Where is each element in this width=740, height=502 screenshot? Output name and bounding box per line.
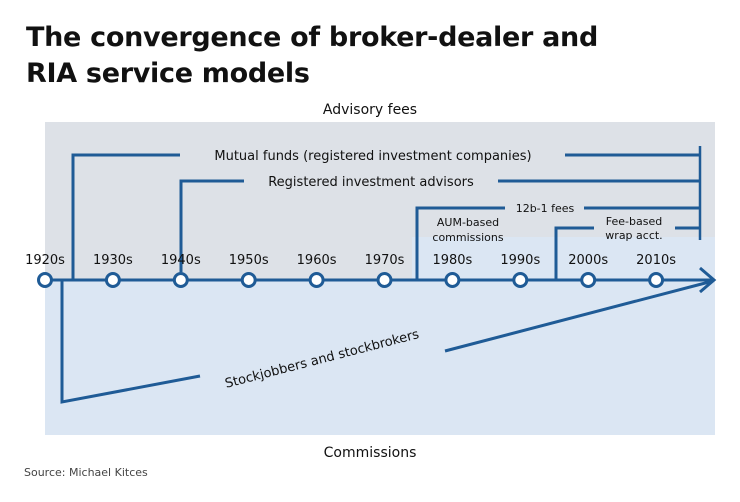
aum-label-1: AUM-based [437, 216, 499, 229]
12b1-line [415, 206, 505, 280]
wrap-line [554, 226, 594, 280]
chart-title: The convergence of broker-dealer and RIA… [26, 20, 598, 92]
arrow-head-icon [699, 266, 717, 294]
mutual-funds-label: Mutual funds (registered investment comp… [214, 149, 531, 164]
commissions-label: Commissions [324, 445, 417, 461]
mutual-funds-line [71, 153, 180, 280]
decade-label: 2010s [636, 253, 676, 268]
decade-label: 1980s [432, 253, 472, 268]
stockjobbers-line [60, 280, 201, 404]
decade-label: 1960s [297, 253, 337, 268]
decade-marker [512, 272, 529, 288]
title-line-2: RIA service models [26, 58, 310, 89]
decade-label: 1940s [161, 253, 201, 268]
decade-marker [444, 272, 461, 288]
source-note: Source: Michael Kitces [24, 466, 148, 479]
decade-marker [580, 272, 597, 288]
decade-label: 1950s [229, 253, 269, 268]
decade-label: 1920s [25, 253, 65, 268]
decade-marker [172, 272, 189, 288]
ria-label: Registered investment advisors [268, 175, 474, 190]
decade-marker [376, 272, 393, 288]
decade-marker [240, 272, 257, 288]
advisory-fees-label: Advisory fees [323, 102, 417, 118]
decade-label: 1970s [365, 253, 405, 268]
commission-panel [45, 280, 715, 435]
decade-marker [308, 272, 325, 288]
commission-panel-upper [412, 237, 715, 280]
ria-line [179, 179, 244, 272]
decade-marker [104, 272, 121, 288]
title-line-1: The convergence of broker-dealer and [26, 22, 598, 53]
12b1-label: 12b-1 fees [516, 202, 575, 215]
wrap-label-1: Fee-based [606, 215, 662, 228]
decade-label: 2000s [568, 253, 608, 268]
decade-label: 1990s [500, 253, 540, 268]
decade-marker [37, 272, 53, 288]
decade-label: 1930s [93, 253, 133, 268]
aum-label-2: commissions [432, 231, 503, 244]
decade-marker [648, 272, 665, 288]
wrap-label-2: wrap acct. [605, 229, 662, 242]
